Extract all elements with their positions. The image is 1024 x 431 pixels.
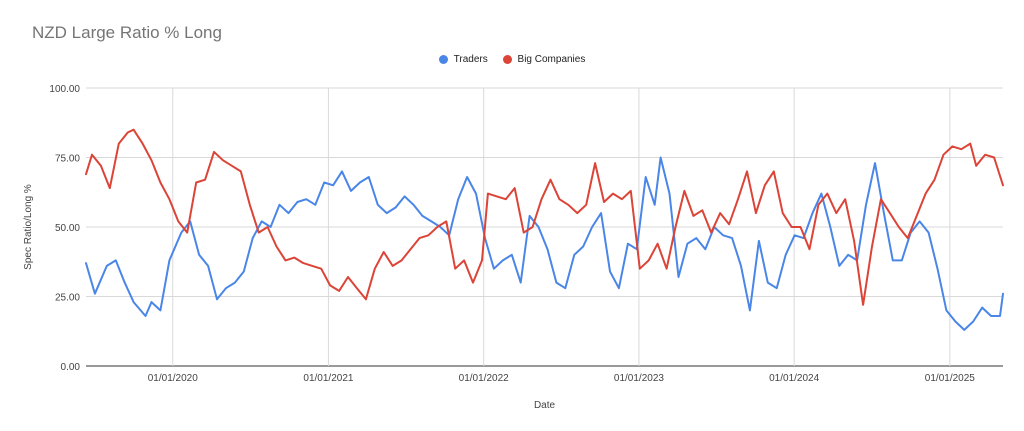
legend-item-traders[interactable]: Traders xyxy=(438,54,488,65)
y-tick-label: 25.00 xyxy=(55,293,80,304)
legend-marker-traders xyxy=(438,55,448,64)
y-tick-label: 50.00 xyxy=(55,223,80,234)
y-tick-label: 0.00 xyxy=(61,362,81,373)
x-tick-label: 01/01/2021 xyxy=(303,373,353,384)
series-line-traders xyxy=(85,156,1004,331)
y-tick-label: 100.00 xyxy=(49,84,80,95)
y-axis-title: Spec Ratio/Long % xyxy=(23,184,34,270)
chart-title: NZD Large Ratio % Long xyxy=(32,23,222,42)
x-tick-label: 01/01/2024 xyxy=(769,373,819,384)
chart-legend: Traders Big Companies xyxy=(0,54,1024,67)
x-tick-label: 01/01/2022 xyxy=(459,373,509,384)
legend-marker-big-companies xyxy=(502,55,512,64)
x-axis-title: Date xyxy=(534,400,556,411)
x-tick-label: 01/01/2025 xyxy=(925,373,975,384)
legend-label-big-companies: Big Companies xyxy=(517,54,586,65)
legend-item-big-companies[interactable]: Big Companies xyxy=(502,54,586,65)
y-tick-label: 75.00 xyxy=(55,154,80,165)
series-line-big-companies xyxy=(85,128,1004,306)
x-tick-label: 01/01/2023 xyxy=(614,373,664,384)
legend-label-traders: Traders xyxy=(453,54,488,65)
x-tick-label: 01/01/2020 xyxy=(148,373,198,384)
